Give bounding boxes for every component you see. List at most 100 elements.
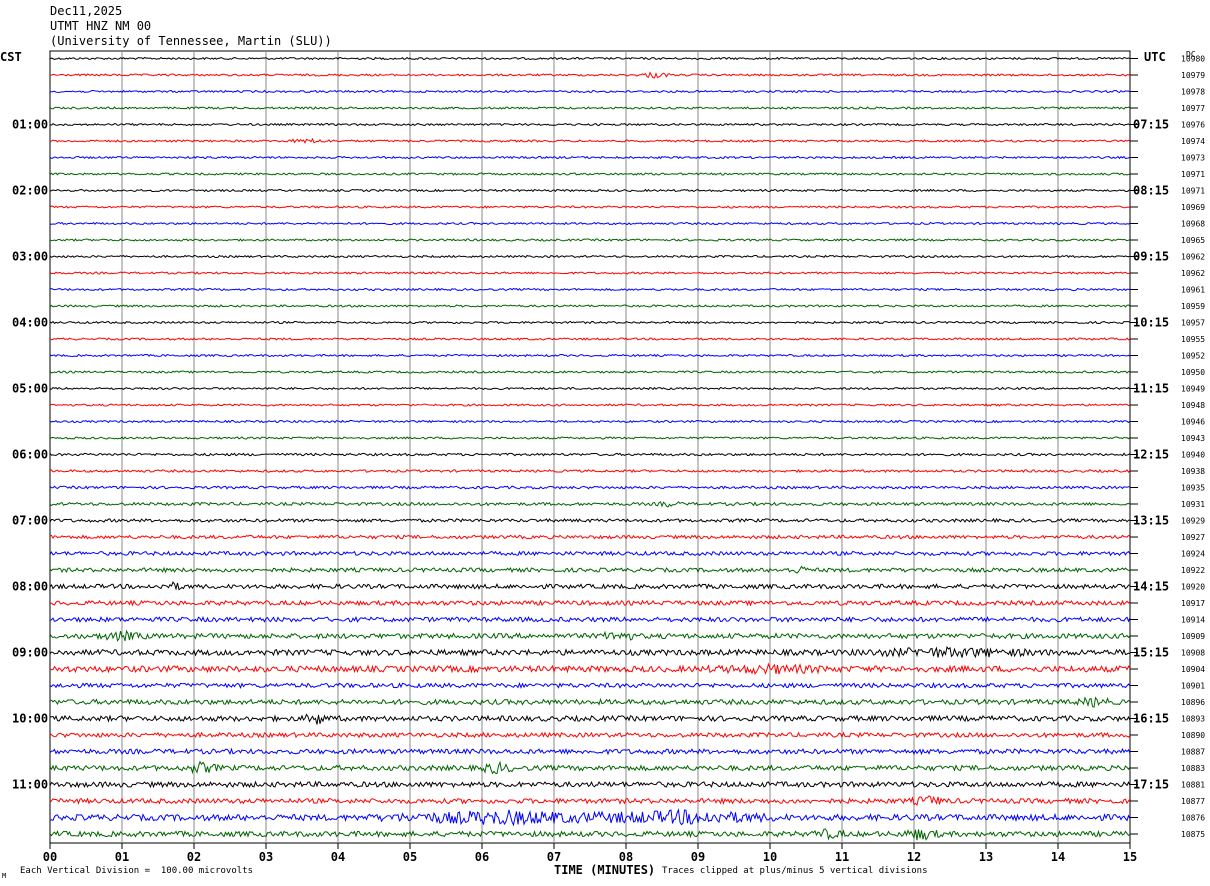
dc-value: 10977 bbox=[1181, 104, 1205, 113]
left-hour-label: 02:00 bbox=[12, 184, 48, 198]
clip-note: Traces clipped at plus/minus 5 vertical … bbox=[662, 866, 928, 876]
dc-value: 10893 bbox=[1181, 715, 1205, 724]
trace-line bbox=[49, 760, 1131, 775]
trace-line bbox=[49, 517, 1131, 524]
x-tick-label: 05 bbox=[403, 850, 417, 864]
trace-line bbox=[49, 106, 1131, 110]
trace-line bbox=[49, 780, 1131, 789]
dc-value: 10976 bbox=[1181, 121, 1205, 130]
trace-line bbox=[49, 71, 1131, 79]
right-hour-label: 14:15 bbox=[1133, 580, 1169, 594]
dc-value: 10962 bbox=[1181, 269, 1205, 278]
x-tick-label: 04 bbox=[331, 850, 345, 864]
dc-value: 10971 bbox=[1181, 187, 1205, 196]
dc-value: 10922 bbox=[1181, 566, 1205, 575]
trace-line bbox=[49, 122, 1131, 127]
trace-line bbox=[49, 304, 1131, 308]
trace-line bbox=[49, 56, 1131, 61]
dc-value: 10940 bbox=[1181, 451, 1205, 460]
dc-value: 10946 bbox=[1181, 418, 1205, 427]
dc-value: 10950 bbox=[1181, 368, 1205, 377]
dc-value: 10929 bbox=[1181, 517, 1205, 526]
dc-value: 10887 bbox=[1181, 748, 1205, 757]
right-hour-label: 10:15 bbox=[1133, 316, 1169, 330]
trace-line bbox=[49, 386, 1131, 391]
scale-note: Each Vertical Division = 100.00 microvol… bbox=[20, 866, 253, 876]
dc-value: 10957 bbox=[1181, 319, 1205, 328]
x-tick-label: 07 bbox=[547, 850, 561, 864]
x-axis-title: TIME (MINUTES) bbox=[554, 863, 656, 877]
right-hour-label: 17:15 bbox=[1133, 778, 1169, 792]
trace-line bbox=[49, 370, 1131, 374]
left-timezone-label: CST bbox=[0, 50, 22, 64]
trace-line bbox=[49, 795, 1131, 806]
trace-line bbox=[49, 581, 1131, 591]
x-tick-label: 06 bbox=[475, 850, 489, 864]
dc-value: 10938 bbox=[1181, 467, 1205, 476]
label-layer: 00 01 02 03 04 05 06 07 08 09 10 11 12 13 14 15 10980 109… bbox=[12, 55, 1205, 865]
dc-value: 10955 bbox=[1181, 335, 1205, 344]
trace-line bbox=[49, 645, 1131, 659]
trace-line bbox=[49, 662, 1131, 675]
trace-line bbox=[49, 468, 1131, 474]
x-tick-label: 03 bbox=[259, 850, 273, 864]
dc-value: 10965 bbox=[1181, 236, 1205, 245]
dc-value: 10962 bbox=[1181, 253, 1205, 262]
trace-line bbox=[49, 172, 1131, 176]
trace-line bbox=[49, 485, 1131, 490]
dc-value: 10931 bbox=[1181, 500, 1205, 509]
right-hour-label: 12:15 bbox=[1133, 448, 1169, 462]
dc-value: 10877 bbox=[1181, 797, 1205, 806]
right-hour-label: 07:15 bbox=[1133, 118, 1169, 132]
trace-line bbox=[49, 238, 1131, 242]
left-hour-label: 05:00 bbox=[12, 382, 48, 396]
left-hour-label: 10:00 bbox=[12, 712, 48, 726]
dc-value: 10979 bbox=[1181, 71, 1205, 80]
right-hour-label: 08:15 bbox=[1133, 184, 1169, 198]
trace-line bbox=[49, 828, 1131, 841]
dc-value: 10974 bbox=[1181, 137, 1205, 146]
dc-value: 10980 bbox=[1181, 55, 1205, 64]
trace-line bbox=[49, 188, 1131, 193]
trace-line bbox=[49, 155, 1131, 160]
trace-line bbox=[49, 534, 1131, 540]
grid-layer bbox=[49, 50, 1138, 849]
trace-line bbox=[49, 137, 1131, 144]
left-hour-label: 06:00 bbox=[12, 448, 48, 462]
x-tick-label: 02 bbox=[187, 850, 201, 864]
trace-layer bbox=[49, 56, 1131, 841]
x-tick-label: 00 bbox=[43, 850, 57, 864]
dc-value: 10973 bbox=[1181, 154, 1205, 163]
dc-value: 10904 bbox=[1181, 665, 1205, 674]
trace-line bbox=[49, 629, 1131, 642]
left-hour-label: 11:00 bbox=[12, 778, 48, 792]
trace-line bbox=[49, 696, 1131, 708]
trace-line bbox=[49, 713, 1131, 725]
dc-value: 10920 bbox=[1181, 583, 1205, 592]
trace-line bbox=[49, 616, 1131, 624]
trace-line bbox=[49, 89, 1131, 94]
dc-value: 10890 bbox=[1181, 731, 1205, 740]
trace-line bbox=[49, 681, 1131, 689]
station-institution: (University of Tennessee, Martin (SLU)) bbox=[50, 34, 332, 48]
right-hour-label: 13:15 bbox=[1133, 514, 1169, 528]
trace-line bbox=[49, 599, 1131, 607]
right-hour-label: 15:15 bbox=[1133, 646, 1169, 660]
x-tick-label: 14 bbox=[1051, 850, 1065, 864]
right-hour-label: 11:15 bbox=[1133, 382, 1169, 396]
dc-value: 10881 bbox=[1181, 781, 1205, 790]
dc-value: 10935 bbox=[1181, 484, 1205, 493]
dc-value: 10969 bbox=[1181, 203, 1205, 212]
left-hour-label: 08:00 bbox=[12, 580, 48, 594]
dc-value: 10883 bbox=[1181, 764, 1205, 773]
right-hour-label: 16:15 bbox=[1133, 712, 1169, 726]
dc-value: 10952 bbox=[1181, 352, 1205, 361]
left-hour-label: 03:00 bbox=[12, 250, 48, 264]
dc-value: 10914 bbox=[1181, 616, 1205, 625]
dc-value: 10909 bbox=[1181, 632, 1205, 641]
dc-value: 10901 bbox=[1181, 682, 1205, 691]
trace-line bbox=[49, 419, 1131, 424]
dc-value: 10959 bbox=[1181, 302, 1205, 311]
trace-line bbox=[49, 205, 1131, 209]
